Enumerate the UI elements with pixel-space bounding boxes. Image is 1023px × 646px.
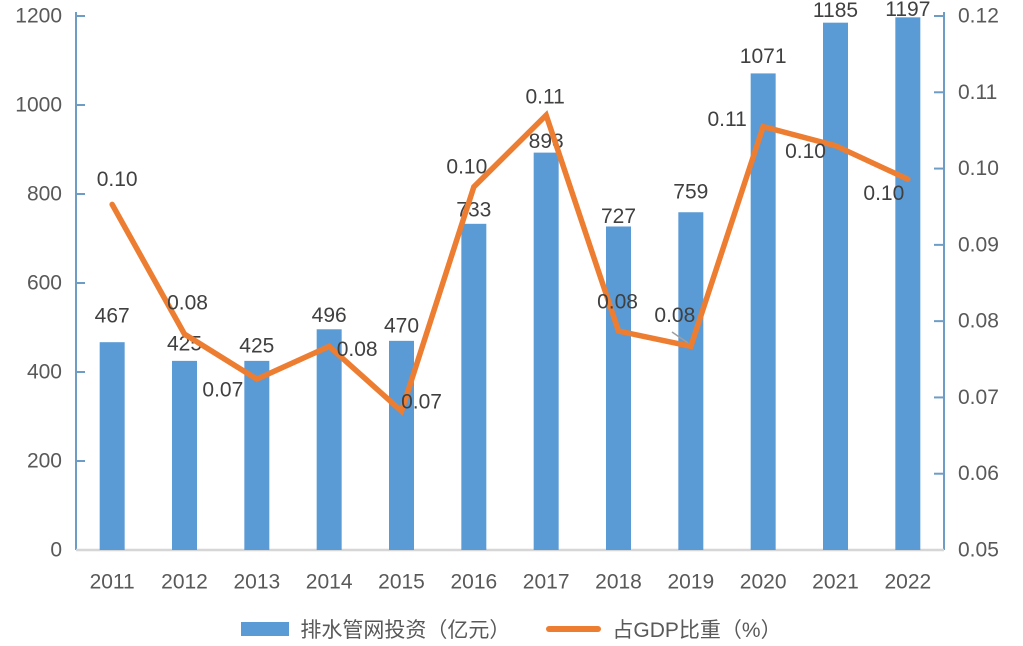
gdp-ratio-line	[109, 110, 911, 417]
chart-legend: 排水管网投资（亿元） 占GDP比重（%）	[0, 612, 1023, 646]
bar	[606, 226, 631, 551]
y-axis-left-tick-label: 0	[50, 539, 62, 562]
legend-label-bar-series: 排水管网投资（亿元）	[300, 619, 511, 642]
bar-value-label: 467	[95, 305, 130, 328]
x-tick-label: 2014	[306, 571, 353, 594]
y-axis-right-tick-label: 0.12	[958, 5, 999, 28]
x-tick-label: 2019	[667, 571, 714, 594]
bar	[461, 223, 487, 550]
bar-value-label: 1071	[740, 45, 787, 68]
line-value-label: 0.11	[708, 108, 747, 131]
x-tick-label: 2013	[233, 571, 280, 594]
line-value-label: 0.10	[863, 182, 904, 205]
y-axis-left-tick-label: 200	[27, 450, 62, 473]
x-tick-label: 2016	[450, 571, 497, 594]
bar-series-swatch-icon	[241, 622, 290, 636]
y-axis-right-tick-label: 0.10	[958, 157, 999, 180]
y-axis-left-tick-label: 1200	[15, 5, 62, 28]
y-axis-right-tick-label: 0.07	[958, 386, 999, 409]
x-tick-label: 2021	[812, 571, 859, 594]
y-axis-right-tick-label: 0.05	[958, 539, 999, 562]
line-value-label: 0.10	[785, 140, 826, 163]
label-leader-line	[671, 331, 689, 344]
x-tick-label: 2018	[595, 571, 642, 594]
legend-item-bar-series: 排水管网投资（亿元）	[241, 614, 510, 644]
legend-item-line-series: 占GDP比重（%）	[546, 614, 782, 644]
y-axis-right-tick-label: 0.09	[958, 233, 999, 256]
line-value-label: 0.07	[401, 391, 442, 414]
x-tick-label: 2020	[740, 571, 787, 594]
y-axis-right-tick-label: 0.11	[958, 81, 997, 104]
bar-value-label: 425	[239, 334, 274, 357]
bar	[823, 22, 848, 551]
bar	[895, 17, 921, 550]
y-axis-right-tick-label: 0.06	[958, 462, 999, 485]
line-value-label: 0.10	[97, 168, 138, 191]
bar	[99, 342, 125, 550]
bar	[316, 329, 342, 550]
x-tick-label: 2011	[90, 571, 135, 594]
x-tick-label: 2022	[884, 571, 931, 594]
line-value-label: 0.10	[446, 155, 487, 178]
y-axis-right-tick-label: 0.08	[958, 310, 999, 333]
bar-value-label: 727	[601, 205, 636, 228]
bar	[678, 212, 704, 550]
bar-value-label: 759	[673, 181, 708, 204]
bar-value-label: 1197	[885, 0, 930, 21]
y-axis-left-tick-label: 400	[27, 361, 62, 384]
x-tick-label: 2012	[161, 571, 208, 594]
line-value-label: 0.08	[167, 292, 208, 315]
line-value-label: 0.08	[597, 291, 638, 314]
bar	[172, 360, 197, 550]
line-value-label: 0.08	[337, 338, 378, 361]
line-value-label: 0.08	[654, 304, 695, 327]
bar	[389, 340, 414, 550]
bar-value-label: 1185	[813, 0, 858, 22]
y-axis-left-tick-label: 800	[27, 183, 62, 206]
x-tick-label: 2017	[523, 571, 570, 594]
x-tick-label: 2015	[378, 571, 425, 594]
bar-value-label: 496	[312, 304, 347, 327]
bar	[244, 360, 270, 550]
line-value-label: 0.07	[202, 379, 243, 402]
line-value-label: 0.11	[526, 86, 565, 109]
y-axis-left-tick-label: 1000	[15, 94, 62, 117]
line-series-swatch-icon	[546, 626, 602, 632]
y-axis-left-tick-label: 600	[27, 272, 62, 295]
bar-value-label: 470	[384, 314, 419, 337]
bar	[533, 152, 559, 551]
legend-label-line-series: 占GDP比重（%）	[612, 619, 782, 642]
